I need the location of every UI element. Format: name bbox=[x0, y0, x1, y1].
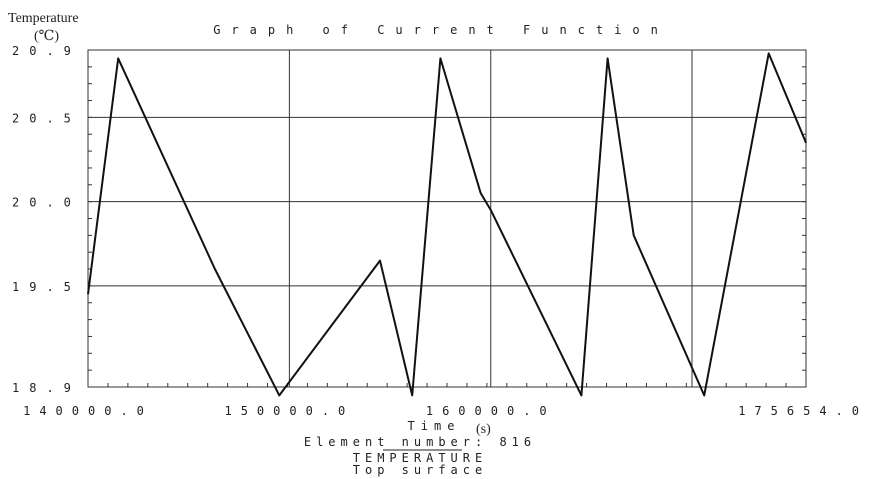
y-tick-label: 19.5 bbox=[12, 280, 81, 294]
y-tick-label: 20.0 bbox=[12, 196, 81, 210]
y-axis-label: Temperature bbox=[8, 11, 79, 26]
y-tick-label: 18.9 bbox=[12, 381, 81, 395]
series-line bbox=[87, 52, 807, 397]
series-layer bbox=[87, 52, 807, 397]
footer-line-2: Top surface bbox=[353, 463, 487, 477]
y-tick-label: 20.9 bbox=[12, 44, 81, 58]
chart-title: Graph of Current Function bbox=[213, 23, 669, 37]
footer-line-1: TEMPERATURE bbox=[353, 451, 487, 465]
x-axis-unit: (s) bbox=[476, 422, 491, 437]
plot-border bbox=[87, 49, 807, 388]
x-tick-label: 175654.0 bbox=[738, 404, 868, 418]
x-axis-label: Time bbox=[408, 419, 461, 433]
y-axis-ticks: 20.9 20.5 20.0 19.5 18.9 bbox=[12, 44, 806, 395]
grid bbox=[88, 50, 806, 388]
y-axis-unit: (℃) bbox=[34, 29, 59, 44]
x-tick-label: 160000.0 bbox=[426, 404, 556, 418]
x-tick-label: 140000.0 bbox=[23, 404, 153, 418]
element-number-label: Element number: 816 bbox=[304, 435, 536, 449]
y-tick-label: 20.5 bbox=[12, 111, 81, 125]
plot-frame bbox=[87, 49, 807, 388]
x-tick-label: 150000.0 bbox=[224, 404, 354, 418]
x-axis-ticks: 140000.0 150000.0 160000.0 175654.0 bbox=[23, 383, 868, 418]
